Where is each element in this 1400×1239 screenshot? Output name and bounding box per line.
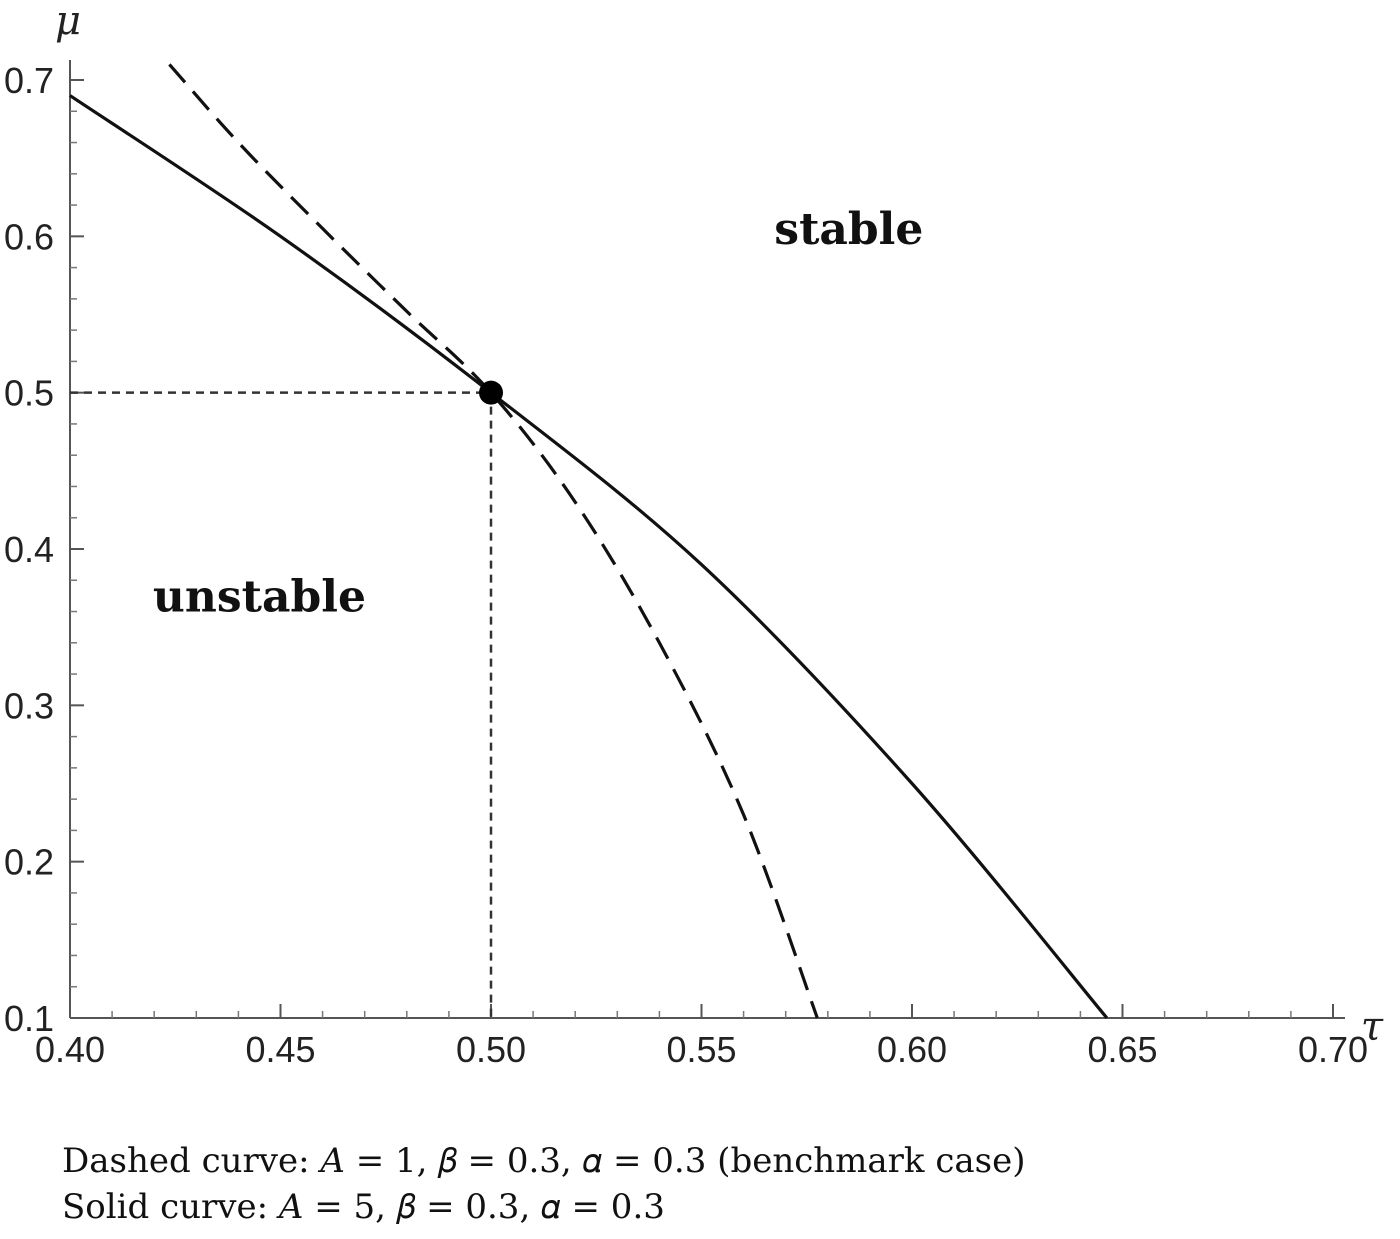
solid-curve — [69, 94, 1109, 1020]
labels-group: stable unstable — [153, 204, 923, 622]
y-axis-label: μ — [55, 0, 81, 44]
y-tick-label: 0.6 — [4, 216, 54, 257]
series-group — [69, 63, 1109, 1020]
y-tick-label: 0.4 — [4, 529, 54, 570]
reference-lines — [70, 391, 493, 1018]
y-tick-label: 0.5 — [4, 373, 54, 414]
x-tick-label: 0.50 — [456, 1029, 526, 1070]
x-tick-label: 0.70 — [1298, 1029, 1368, 1070]
marker-group — [479, 380, 503, 405]
stability-chart: 0.40 0.45 0.50 0.55 0.60 0.65 0.70 0.1 0.2 0.3 0.4… — [4, 0, 1384, 1070]
dashed-curve — [168, 63, 819, 1019]
caption: Dashed curve: 𝐴 = 1, 𝛽 = 0.3, 𝛼 = 0.3 (b… — [62, 1138, 1026, 1230]
x-tick-label: 0.60 — [877, 1029, 947, 1070]
x-tick-label: 0.55 — [666, 1029, 736, 1070]
axes: 0.40 0.45 0.50 0.55 0.60 0.65 0.70 0.1 0.2 0.3 0.4… — [4, 0, 1384, 1070]
x-axis-label: τ — [1361, 1004, 1384, 1050]
stable-label: stable — [774, 204, 923, 255]
x-tick-label: 0.45 — [245, 1029, 315, 1070]
y-tick-label: 0.7 — [4, 60, 54, 101]
y-tick-label: 0.1 — [4, 998, 54, 1039]
caption-solid: Solid curve: 𝐴 = 5, 𝛽 = 0.3, 𝛼 = 0.3 — [62, 1187, 665, 1227]
y-tick-label: 0.2 — [4, 842, 54, 883]
unstable-label: unstable — [153, 572, 366, 623]
intersection-point — [479, 380, 503, 405]
y-tick-label: 0.3 — [4, 685, 54, 726]
caption-dashed: Dashed curve: 𝐴 = 1, 𝛽 = 0.3, 𝛼 = 0.3 (b… — [62, 1141, 1026, 1181]
x-tick-label: 0.40 — [35, 1029, 105, 1070]
x-tick-label: 0.65 — [1087, 1029, 1157, 1070]
